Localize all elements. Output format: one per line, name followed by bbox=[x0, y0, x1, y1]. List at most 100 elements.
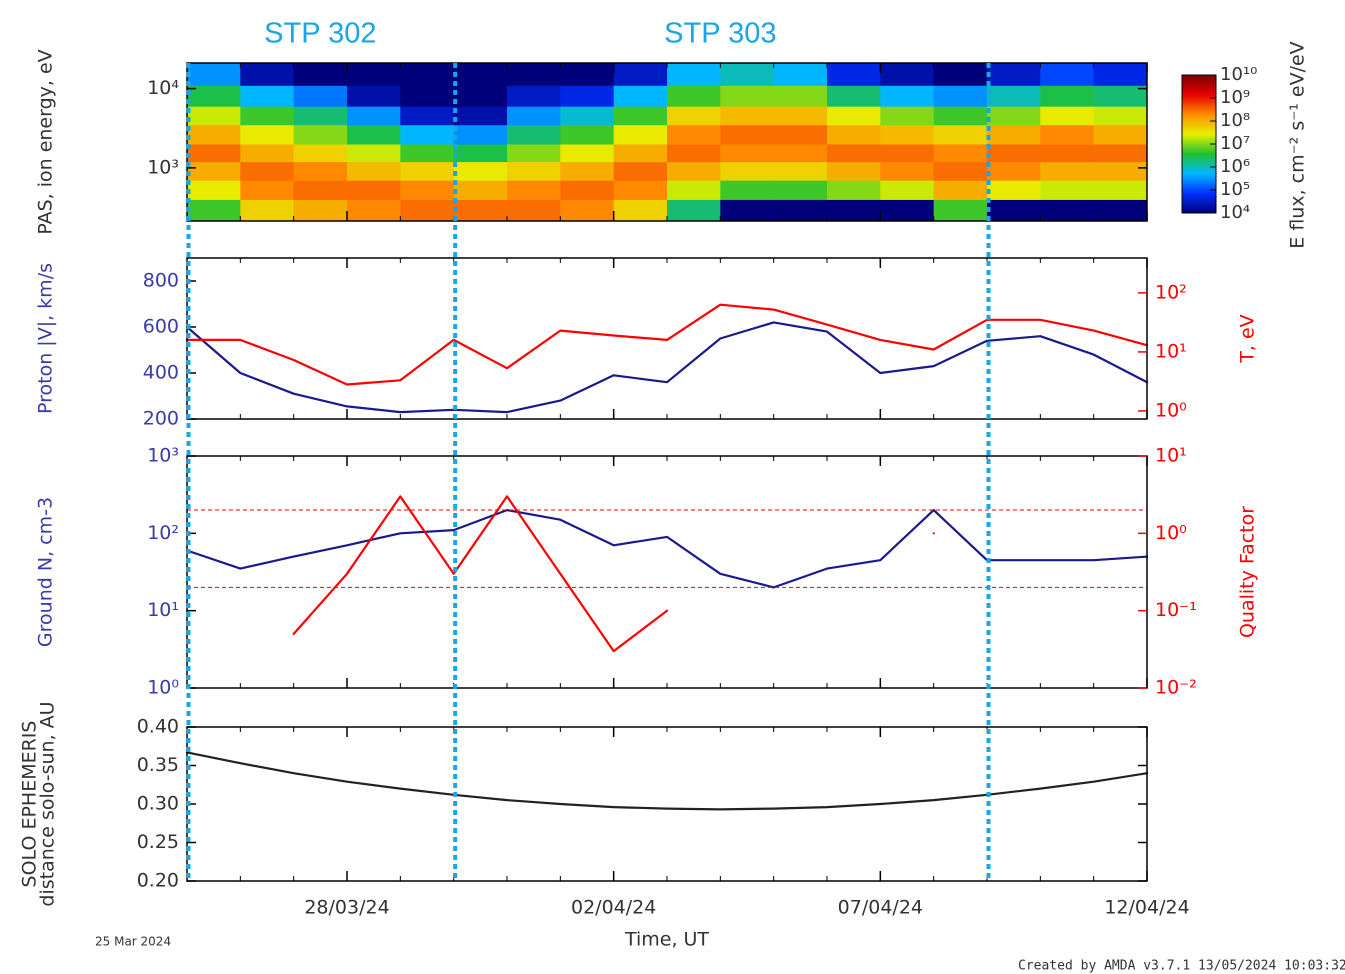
colorbar-tick-label: 10⁹ bbox=[1220, 87, 1250, 108]
heat-cell bbox=[880, 161, 935, 181]
heat-cell bbox=[667, 124, 721, 145]
heat-cell bbox=[240, 106, 295, 126]
y-tick-label: 400 bbox=[143, 362, 179, 384]
heat-cell bbox=[720, 85, 775, 107]
heat-cell bbox=[400, 124, 455, 145]
series-line bbox=[292, 495, 935, 653]
heat-cell bbox=[880, 180, 935, 200]
heat-cell bbox=[720, 161, 775, 181]
heat-cell bbox=[187, 161, 241, 181]
heat-cell bbox=[400, 161, 455, 181]
heat-cell bbox=[293, 180, 348, 200]
segment-label: STP 303 bbox=[664, 18, 776, 50]
heat-cell bbox=[613, 63, 668, 86]
y2-axis-label: Quality Factor bbox=[1237, 506, 1259, 638]
heat-cell bbox=[293, 106, 348, 126]
y-tick-label: 0.25 bbox=[137, 831, 179, 853]
heat-cell bbox=[187, 144, 241, 163]
heat-cell bbox=[613, 124, 668, 145]
heat-cell bbox=[880, 199, 935, 221]
heat-cell bbox=[240, 161, 295, 181]
heat-cell bbox=[1040, 63, 1095, 86]
heat-cell bbox=[560, 85, 615, 107]
heat-cell bbox=[293, 85, 348, 107]
heat-cell bbox=[187, 199, 241, 221]
colorbar-tick-label: 10⁵ bbox=[1220, 179, 1250, 200]
heat-cell bbox=[773, 144, 828, 163]
y2-tick-label: 10⁻¹ bbox=[1155, 599, 1197, 621]
heat-cell bbox=[1040, 106, 1095, 126]
heat-cell bbox=[1093, 161, 1147, 181]
x-tick-label: 12/04/24 bbox=[1104, 897, 1189, 919]
heat-cell bbox=[880, 144, 935, 163]
heat-cell bbox=[347, 180, 401, 200]
y-tick-label: 10³ bbox=[147, 445, 179, 467]
heat-cell bbox=[667, 199, 721, 221]
heat-cell bbox=[987, 85, 1041, 107]
colorbar-tick-label: 10⁸ bbox=[1220, 110, 1250, 131]
heat-cell bbox=[187, 85, 241, 107]
y-axis-label: Ground N, cm-3 bbox=[35, 497, 57, 647]
heat-cell bbox=[507, 106, 561, 126]
heat-cell bbox=[1093, 63, 1147, 86]
heat-cell bbox=[667, 85, 721, 107]
panel-frame bbox=[186, 726, 1148, 882]
heat-cell bbox=[720, 124, 775, 145]
heat-cell bbox=[347, 85, 401, 107]
y-axis-label: SOLO EPHEMERIS bbox=[19, 721, 41, 888]
heat-cell bbox=[240, 124, 295, 145]
heat-cell bbox=[987, 144, 1041, 163]
y-tick-label: 10² bbox=[147, 522, 179, 544]
heat-cell bbox=[560, 63, 615, 86]
heat-cell bbox=[453, 144, 508, 163]
heat-cell bbox=[667, 161, 721, 181]
spectrogram bbox=[187, 63, 1147, 221]
heat-cell bbox=[1093, 144, 1147, 163]
y-tick-label: 200 bbox=[143, 408, 179, 430]
heat-cell bbox=[827, 85, 881, 107]
heat-cell bbox=[987, 124, 1041, 145]
heat-cell bbox=[667, 63, 721, 86]
heat-cell bbox=[187, 63, 241, 86]
y-tick-label: 0.30 bbox=[137, 793, 179, 815]
heat-cell bbox=[240, 180, 295, 200]
heat-cell bbox=[1093, 85, 1147, 107]
y2-tick-label: 10⁻² bbox=[1155, 677, 1197, 699]
heat-cell bbox=[1040, 180, 1095, 200]
heat-cell bbox=[1040, 144, 1095, 163]
y-tick-label: 600 bbox=[143, 316, 179, 338]
heat-cell bbox=[1093, 106, 1147, 126]
heat-cell bbox=[827, 63, 881, 86]
heat-cell bbox=[347, 63, 401, 86]
heat-cell bbox=[507, 85, 561, 107]
heat-cell bbox=[667, 144, 721, 163]
heat-cell bbox=[400, 63, 455, 86]
heat-cell bbox=[347, 106, 401, 126]
heat-cell bbox=[400, 106, 455, 126]
heat-cell bbox=[507, 161, 561, 181]
heat-cell bbox=[933, 199, 988, 221]
heat-cell bbox=[933, 144, 988, 163]
heat-cell bbox=[240, 144, 295, 163]
x-tick-label: 28/03/24 bbox=[304, 897, 389, 919]
heat-cell bbox=[827, 144, 881, 163]
y-axis-label: PAS, ion energy, eV bbox=[35, 49, 57, 234]
heat-cell bbox=[773, 85, 828, 107]
heat-cell bbox=[187, 124, 241, 145]
colorbar-label: E flux, cm⁻² s⁻¹ eV/eV bbox=[1287, 41, 1309, 248]
heat-cell bbox=[613, 85, 668, 107]
heat-cell bbox=[453, 106, 508, 126]
heat-cell bbox=[987, 199, 1041, 221]
heat-cell bbox=[507, 144, 561, 163]
heat-cell bbox=[187, 106, 241, 126]
heat-cell bbox=[720, 199, 775, 221]
heat-cell bbox=[453, 180, 508, 200]
credit: Created by AMDA v3.7.1 13/05/2024 10:03:… bbox=[1018, 959, 1345, 974]
heat-cell bbox=[560, 144, 615, 163]
heat-cell bbox=[880, 63, 935, 86]
heat-cell bbox=[293, 161, 348, 181]
heat-cell bbox=[1040, 161, 1095, 181]
segment-label: STP 302 bbox=[264, 18, 376, 50]
heat-cell bbox=[347, 124, 401, 145]
y-tick-label: 0.40 bbox=[137, 716, 179, 738]
